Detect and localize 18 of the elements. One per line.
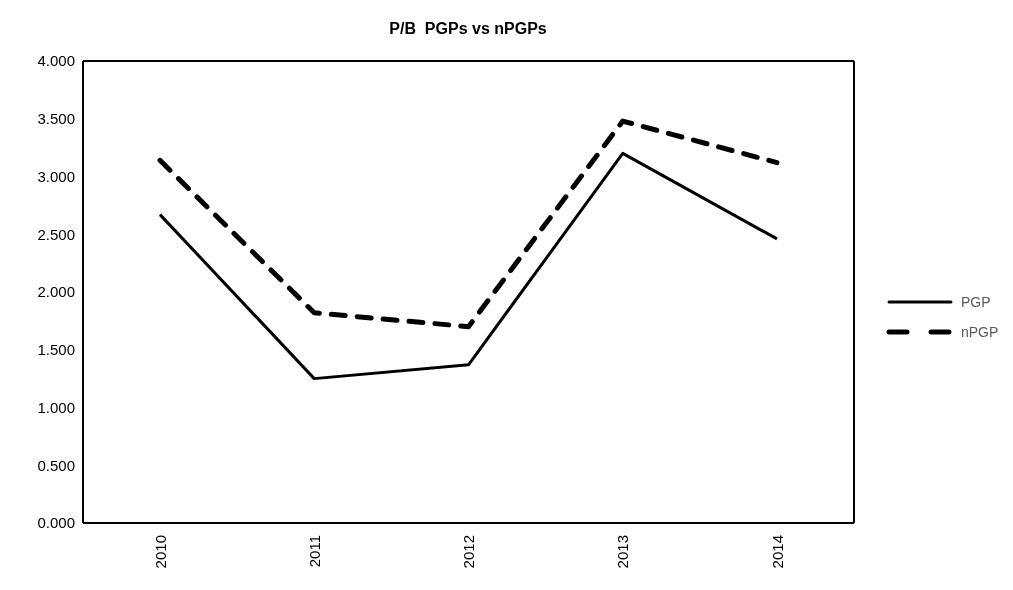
legend-label: PGP <box>961 293 991 310</box>
x-tick-label: 2014 <box>768 535 786 569</box>
y-tick-label: 4.000 <box>37 52 75 70</box>
x-tick-label: 2011 <box>305 535 323 568</box>
y-tick-label: 0.000 <box>37 514 75 532</box>
y-tick-label: 2.500 <box>37 225 75 243</box>
y-tick-label: 3.000 <box>37 167 75 185</box>
y-tick-label: 1.500 <box>37 341 75 359</box>
y-tick-label: 2.000 <box>37 283 75 301</box>
x-tick-label: 2012 <box>460 535 477 569</box>
legend-label: nPGP <box>961 323 999 340</box>
y-tick-label: 3.500 <box>37 110 75 128</box>
line-series <box>158 151 779 381</box>
x-tick-label: 2010 <box>151 535 169 569</box>
y-tick-label: 1.000 <box>37 398 75 416</box>
chart-title: P/B PGPs vs nPGPs <box>388 19 548 39</box>
x-tick-label: 2013 <box>614 535 632 569</box>
y-tick-label: 0.500 <box>37 456 75 474</box>
